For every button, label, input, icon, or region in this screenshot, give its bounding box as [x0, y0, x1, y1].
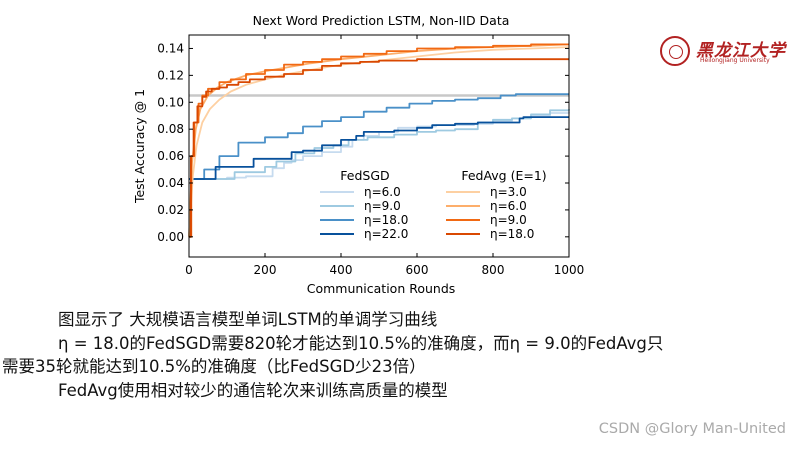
- x-tick-label-4: 800: [482, 263, 505, 277]
- caption-line-4: FedAvg使用相对较少的通信轮次来训练高质量的模型: [58, 380, 448, 400]
- plot-frame: [188, 34, 570, 258]
- y-tick-label-7: 0.14: [157, 41, 184, 55]
- x-tick-label-1: 200: [254, 263, 277, 277]
- legend-label-1-2: η=9.0: [490, 213, 527, 227]
- series-line-1: [189, 109, 570, 180]
- y-tick-label-1: 0.02: [157, 203, 184, 217]
- legend-label-1-3: η=18.0: [490, 227, 534, 241]
- university-seal-icon: [660, 36, 690, 66]
- y-tick-label-6: 0.12: [157, 68, 184, 82]
- y-tick-label-3: 0.06: [157, 149, 184, 163]
- accuracy-chart: Next Word Prediction LSTM, Non-IID Data …: [132, 13, 585, 296]
- y-tick-label-0: 0.00: [157, 230, 184, 244]
- legend-title-0: FedSGD: [340, 168, 389, 183]
- legend-label-1-0: η=3.0: [490, 185, 527, 199]
- y-tick-label-4: 0.08: [157, 122, 184, 136]
- y-tick-label-2: 0.04: [157, 176, 184, 190]
- legend-label-0-1: η=9.0: [364, 199, 401, 213]
- x-tick-label-0: 0: [185, 263, 193, 277]
- x-tick-label-3: 600: [406, 263, 429, 277]
- series-line-2: [189, 93, 569, 180]
- series-line-6: [189, 43, 569, 238]
- caption-line-1: 图显示了 大规模语言模型单词LSTM的单调学习曲线: [58, 310, 438, 329]
- university-logo: 黑龙江大学 Heilongjiang University: [660, 36, 790, 70]
- university-name-en: Heilongjiang University: [700, 57, 770, 64]
- x-tick-label-5: 1000: [554, 263, 585, 277]
- university-name-cn: 黑龙江大学: [696, 41, 786, 61]
- legend-label-0-3: η=22.0: [364, 227, 408, 241]
- series-line-0: [189, 111, 570, 180]
- chart-title: Next Word Prediction LSTM, Non-IID Data: [253, 13, 510, 28]
- legend-label-1-1: η=6.0: [490, 199, 527, 213]
- caption: 图显示了 大规模语言模型单词LSTM的单调学习曲线 η = 18.0的FedSG…: [0, 308, 800, 402]
- series-line-7: [189, 58, 569, 238]
- legend-label-0-2: η=18.0: [364, 213, 408, 227]
- x-tick-label-2: 400: [330, 263, 353, 277]
- legend-title-1: FedAvg (E=1): [461, 168, 546, 183]
- watermark: CSDN @Glory Man-United: [598, 421, 786, 437]
- caption-line-2: η = 18.0的FedSGD需要820轮才能达到10.5%的准确度，而η = …: [58, 333, 664, 353]
- x-axis-label: Communication Rounds: [307, 281, 456, 296]
- caption-line-3: 需要35轮就能达到10.5%的准确度（比FedSGD少23倍）: [2, 357, 426, 376]
- series-line-3: [189, 116, 569, 180]
- y-axis-label: Test Accuracy @ 1: [132, 89, 147, 204]
- y-tick-label-5: 0.10: [157, 95, 184, 109]
- legend-label-0-0: η=6.0: [364, 185, 401, 199]
